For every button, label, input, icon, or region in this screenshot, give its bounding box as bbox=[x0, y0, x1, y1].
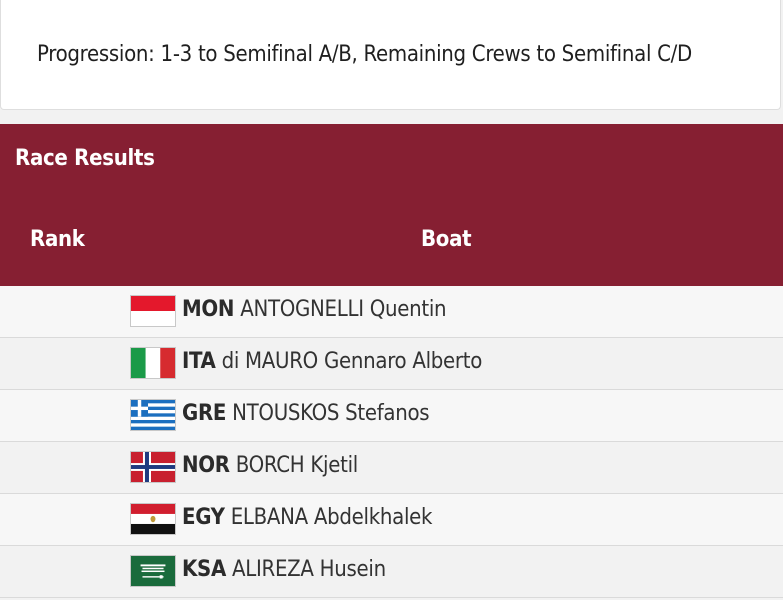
results-table-body: MON ANTOGNELLI Quentin ITA di MAURO Gennar… bbox=[0, 286, 783, 598]
column-header-boat[interactable]: Boat bbox=[421, 227, 472, 252]
country-code: KSA bbox=[182, 557, 227, 582]
boat-entry: GRE NTOUSKOS Stefanos bbox=[182, 401, 430, 426]
progression-text: Progression: 1-3 to Semifinal A/B, Remai… bbox=[37, 42, 692, 67]
country-code: GRE bbox=[182, 401, 227, 426]
country-code: MON bbox=[182, 297, 235, 322]
egypt-flag-icon bbox=[130, 503, 176, 535]
monaco-flag-icon bbox=[130, 295, 176, 327]
column-header-rank[interactable]: Rank bbox=[30, 227, 85, 252]
race-results-header: Race Results Rank Boat bbox=[0, 124, 783, 286]
boat-entry: EGY ELBANA Abdelkhalek bbox=[182, 505, 433, 530]
athlete-name: ANTOGNELLI Quentin bbox=[240, 297, 447, 322]
race-results-title: Race Results bbox=[15, 146, 155, 171]
boat-entry: MON ANTOGNELLI Quentin bbox=[182, 297, 447, 322]
boat-entry: NOR BORCH Kjetil bbox=[182, 453, 358, 478]
country-code: ITA bbox=[182, 349, 216, 374]
athlete-name: BORCH Kjetil bbox=[235, 453, 359, 478]
italy-flag-icon bbox=[130, 347, 176, 379]
country-code: NOR bbox=[182, 453, 230, 478]
athlete-name: di MAURO Gennaro Alberto bbox=[221, 349, 483, 374]
table-row: NOR BORCH Kjetil bbox=[0, 442, 783, 494]
table-row: MON ANTOGNELLI Quentin bbox=[0, 286, 783, 338]
athlete-name: ELBANA Abdelkhalek bbox=[230, 505, 433, 530]
table-row: KSA ALIREZA Husein bbox=[0, 546, 783, 598]
greece-flag-icon bbox=[130, 399, 176, 431]
table-row: GRE NTOUSKOS Stefanos bbox=[0, 390, 783, 442]
country-code: EGY bbox=[182, 505, 225, 530]
table-row: ITA di MAURO Gennaro Alberto bbox=[0, 338, 783, 390]
boat-entry: ITA di MAURO Gennaro Alberto bbox=[182, 349, 482, 374]
norway-flag-icon bbox=[130, 451, 176, 483]
athlete-name: NTOUSKOS Stefanos bbox=[232, 401, 430, 426]
boat-entry: KSA ALIREZA Husein bbox=[182, 557, 386, 582]
progression-banner: Progression: 1-3 to Semifinal A/B, Remai… bbox=[0, 0, 781, 110]
athlete-name: ALIREZA Husein bbox=[232, 557, 386, 582]
saudi-arabia-flag-icon bbox=[130, 555, 176, 587]
table-row: EGY ELBANA Abdelkhalek bbox=[0, 494, 783, 546]
